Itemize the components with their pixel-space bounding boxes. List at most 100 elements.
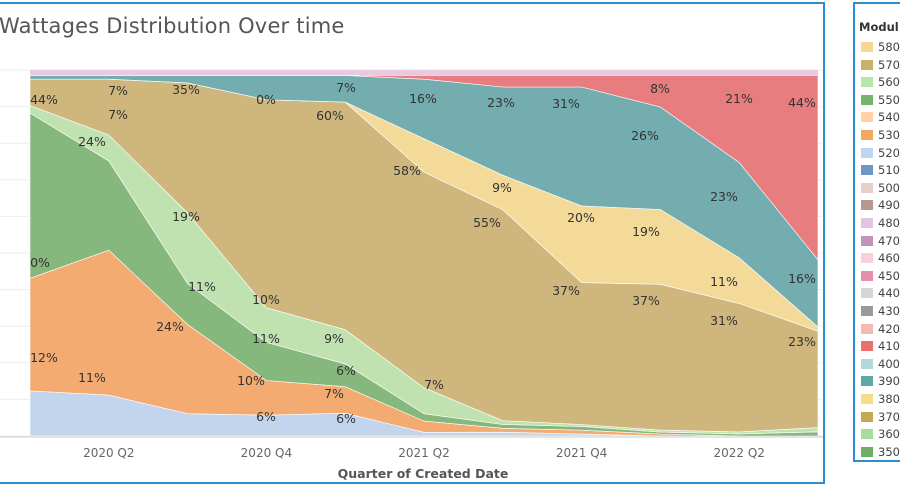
legend-item-510[interactable]: 510 [861,163,900,177]
legend-swatch [861,394,873,404]
data-label: 58% [393,163,421,178]
data-label: 31% [552,96,580,111]
data-label: 7% [324,386,344,401]
legend-label: 560 [878,75,900,90]
data-label: 6% [256,409,276,424]
legend-swatch [861,323,873,334]
legend-item-530[interactable]: 530 [861,128,900,142]
legend-item-470[interactable]: 470 [861,234,900,248]
legend-item-360[interactable]: 360 [861,427,900,441]
legend-item-410[interactable]: 410 [861,339,900,353]
legend-item-390[interactable]: 390 [861,374,900,388]
data-label: 44% [788,95,816,110]
legend-swatch [861,358,873,369]
legend-item-550[interactable]: 550 [861,93,900,107]
x-tick-label: 2020 Q4 [241,446,292,460]
legend-label: 420 [878,321,900,336]
legend-swatch [861,165,873,176]
data-label: 44% [30,92,58,107]
area-series-group [29,70,819,437]
x-tick-label: 2022 Q2 [713,446,764,460]
data-label: 60% [316,108,344,123]
legend-item-450[interactable]: 450 [861,269,900,283]
data-label: 24% [156,319,184,334]
data-label: 21% [725,91,753,106]
data-label: 35% [172,82,200,97]
legend-label: 460 [878,251,900,266]
legend-swatch [861,182,873,193]
data-label: 26% [631,128,659,143]
legend-label: 370 [878,409,900,424]
legend-label: 570 [878,57,900,72]
data-label: 10% [237,373,265,388]
data-label: 11% [188,279,216,294]
data-label: 16% [409,91,437,106]
legend-swatch [861,411,873,422]
data-label: 16% [788,271,816,286]
legend-item-580[interactable]: 580 [861,40,900,54]
legend-item-520[interactable]: 520 [861,146,900,160]
legend-swatch [861,77,873,88]
legend-label: 490 [878,198,900,213]
legend-item-540[interactable]: 540 [861,110,900,124]
legend-swatch [861,429,873,440]
data-label: 20% [567,210,595,225]
legend-swatch [861,200,873,211]
legend-swatch [861,94,873,105]
legend-label: 480 [878,216,900,230]
legend-swatch [861,446,873,457]
legend-item-460[interactable]: 460 [861,251,900,265]
legend-swatch [861,306,873,316]
legend-item-490[interactable]: 490 [861,198,900,212]
x-tick-label: 2020 Q2 [83,446,134,460]
legend-label: 470 [878,233,900,248]
x-tick-label: 2021 Q2 [398,446,449,460]
legend-item-500[interactable]: 500 [861,181,900,195]
data-label: 6% [336,363,356,378]
data-label: 8% [650,81,670,96]
data-label: 0% [256,92,276,107]
data-label: 37% [552,283,580,298]
legend-item-370[interactable]: 370 [861,410,900,424]
legend-swatch [861,130,873,140]
data-label: 31% [710,313,738,328]
legend-swatch [861,253,873,264]
data-label: 19% [172,209,200,224]
legend[interactable]: Modul 580 570 560 550 540 530 520 510 500 490 480 4… [853,2,900,462]
data-label: 12% [30,350,58,365]
legend-label: 540 [878,110,900,125]
legend-label: 500 [878,180,900,195]
legend-label: 410 [878,339,900,354]
legend-item-570[interactable]: 570 [861,58,900,72]
legend-label: 530 [878,128,900,142]
legend-title: Modul [859,20,899,34]
legend-swatch [861,376,873,387]
data-label: 23% [788,334,816,349]
legend-item-420[interactable]: 420 [861,322,900,336]
legend-item-560[interactable]: 560 [861,75,900,89]
data-label: 37% [632,293,660,308]
data-label: 23% [487,95,515,110]
legend-item-440[interactable]: 440 [861,286,900,300]
legend-label: 450 [878,268,900,283]
legend-item-350[interactable]: 350 [861,445,900,459]
data-label: 11% [252,331,280,346]
legend-item-380[interactable]: 380 [861,392,900,406]
legend-item-430[interactable]: 430 [861,304,900,318]
data-label: 7% [108,83,128,98]
legend-label: 510 [878,163,900,178]
legend-item-480[interactable]: 480 [861,216,900,230]
data-label: 9% [324,331,344,346]
data-labels: 44%0%12%7%7%24%11%35%19%11%24%0%10%11%10… [30,80,816,426]
legend-label: 580 [878,40,900,54]
area-series-410[interactable] [30,75,819,261]
data-label: 0% [30,255,50,270]
legend-swatch [861,288,873,299]
legend-swatch [861,112,873,123]
legend-label: 390 [878,374,900,389]
x-tick-label: 2021 Q4 [556,446,607,460]
legend-item-400[interactable]: 400 [861,357,900,371]
legend-label: 380 [878,392,900,406]
legend-label: 440 [878,286,900,301]
legend-swatch [861,59,873,70]
